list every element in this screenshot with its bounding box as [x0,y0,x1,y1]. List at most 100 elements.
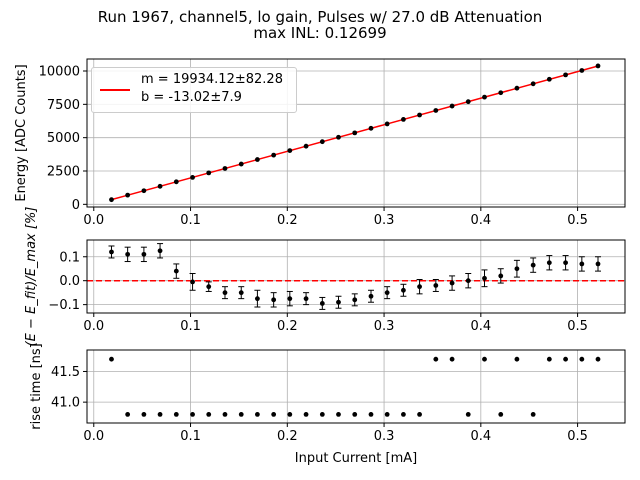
inl-point [530,262,536,268]
energy-point [401,117,406,122]
energy-point [238,161,244,167]
inl-point [368,293,374,299]
inl-point [254,296,260,302]
risetime-point [465,412,471,417]
energy-point [319,139,325,145]
risetime-point [433,356,439,362]
inl-point [271,297,277,303]
inl-ytick-label: −0.1 [48,298,80,313]
risetime-xtick-label: 0.3 [374,429,395,444]
inl-point [352,297,358,303]
inl-point [595,261,601,267]
inl-point [287,296,293,302]
inl-point [563,260,568,266]
energy-point [498,90,504,96]
risetime-ytick-label: 41.0 [51,396,80,411]
risetime-point [254,412,260,417]
inl-point [303,296,309,302]
inl-point [433,283,439,288]
inl-point [125,251,131,257]
risetime-point [109,356,114,362]
risetime-point [595,356,601,362]
energy-ylabel: Energy [ADC Counts] [14,64,29,201]
inl-point [222,290,228,296]
inl-point [514,266,520,272]
risetime-point [417,412,422,417]
energy-ytick-label: 0 [72,198,80,213]
risetime-point [206,412,212,417]
inl-point [417,284,422,290]
energy-point [190,175,195,180]
energy-xtick-label: 0.1 [180,213,201,228]
energy-point [384,121,390,127]
risetime-axes-frame [86,349,626,424]
fit-legend-line [100,89,130,91]
risetime-point [157,412,163,417]
energy-point [271,152,277,158]
energy-point [206,170,212,176]
risetime-point [141,412,147,417]
energy-point [514,85,520,91]
inl-point [109,249,114,255]
energy-point [433,108,439,113]
inl-point [141,251,147,257]
energy-point [546,76,552,82]
inl-point [465,278,471,284]
inl-point [401,287,406,293]
risetime-point [287,412,293,417]
risetime-point [546,356,552,362]
risetime-ytick-label: 41.5 [51,365,80,380]
inl-point [319,301,325,306]
risetime-ylabel: rise time [ns] [29,343,44,430]
inl-ytick-label: 0.1 [59,250,80,265]
energy-point [579,68,585,73]
inl-point [173,268,179,274]
inl-point [384,290,390,296]
risetime-xtick-label: 0.1 [180,429,201,444]
risetime-point [303,412,309,417]
inl-point [449,280,455,286]
inl-point [336,299,341,305]
inl-point [498,273,504,279]
inl-point [579,261,585,267]
risetime-xtick-label: 0.4 [470,429,491,444]
energy-point [352,130,358,136]
risetime-point [563,356,568,362]
risetime-point [271,412,277,417]
inl-xtick-label: 0.5 [567,319,588,334]
inl-xtick-label: 0.2 [277,319,298,334]
risetime-xlabel: Input Current [mA] [295,451,417,466]
inl-point [482,275,487,281]
energy-point [109,197,114,203]
risetime-point [498,412,504,417]
risetime-point [173,412,179,417]
energy-point [530,81,536,87]
risetime-point [190,412,195,417]
inl-axes-frame [86,239,626,314]
energy-point [368,125,374,131]
inl-xtick-label: 0.0 [83,319,104,334]
energy-point [563,72,568,78]
energy-point [465,99,471,105]
energy-point [287,148,293,154]
energy-xtick-label: 0.3 [374,213,395,228]
fit-legend-intercept: b = -13.02±7.9 [141,90,242,105]
inl-ylabel: (E − E_fit)/E_max [%] [24,207,39,347]
risetime-xtick-label: 0.5 [567,429,588,444]
inl-xtick-label: 0.4 [470,319,491,334]
energy-xtick-label: 0.0 [83,213,104,228]
energy-ytick-label: 10000 [39,65,80,80]
energy-point [141,188,147,194]
risetime-point [368,412,374,417]
energy-xtick-label: 0.2 [277,213,298,228]
inl-point [238,290,244,296]
risetime-xtick-label: 0.2 [277,429,298,444]
risetime-point [238,412,244,417]
energy-xtick-label: 0.4 [470,213,491,228]
energy-axes-frame [86,58,626,208]
risetime-point [449,356,455,362]
risetime-point [579,356,585,362]
inl-point [190,279,195,285]
energy-point [222,166,228,171]
risetime-point [482,356,487,362]
